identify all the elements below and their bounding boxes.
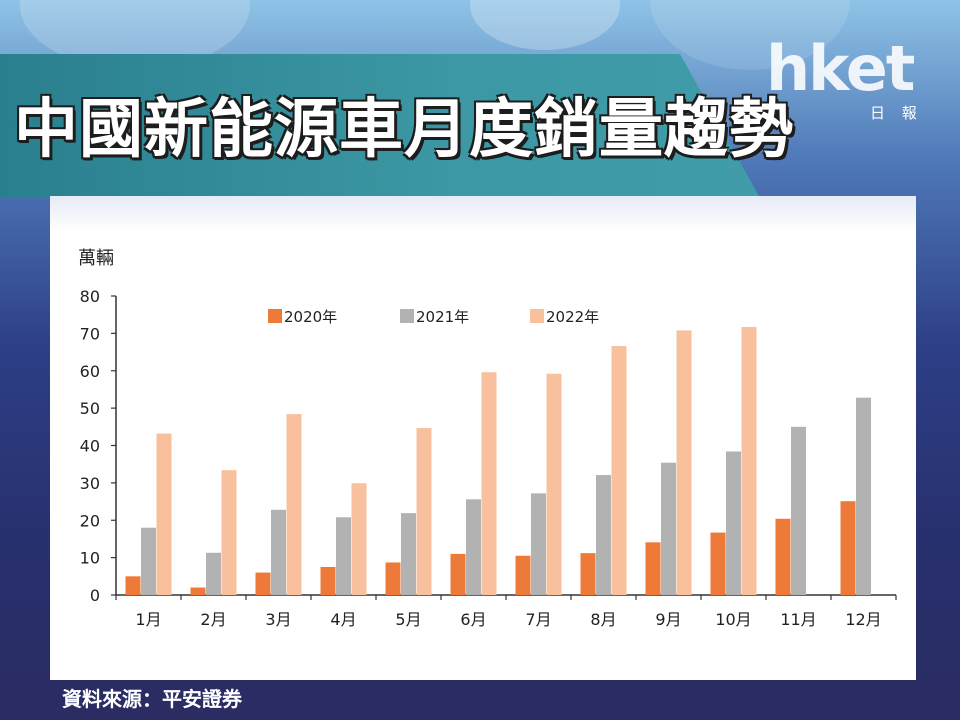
y-tick-label: 60 xyxy=(80,362,100,381)
x-tick-label: 4月 xyxy=(330,610,356,629)
bar xyxy=(775,518,791,595)
bar xyxy=(726,451,741,595)
bars xyxy=(125,327,871,595)
bar xyxy=(481,372,497,595)
bar xyxy=(336,517,351,595)
chart-panel: 萬輛 0 10 20 30 40 50 60 70 80 1月 2月 3月 4月 5月 6月 7月 8月 9月 1… xyxy=(50,196,916,680)
bar xyxy=(255,572,271,595)
legend-swatch xyxy=(400,309,414,323)
bar xyxy=(856,397,871,595)
title-band xyxy=(0,54,760,198)
legend-swatch xyxy=(530,309,544,323)
bar xyxy=(611,346,627,595)
x-tick-label: 2月 xyxy=(200,610,226,629)
x-tick-label: 10月 xyxy=(715,610,751,629)
x-tick-label: 12月 xyxy=(845,610,881,629)
x-tick-label: 5月 xyxy=(395,610,421,629)
bar xyxy=(450,553,466,595)
x-tick-label: 3月 xyxy=(265,610,291,629)
bar xyxy=(190,587,206,595)
panel-fade xyxy=(50,196,916,232)
legend-label: 2021年 xyxy=(416,308,469,326)
y-axis: 0 10 20 30 40 50 60 70 80 xyxy=(80,287,117,605)
x-tick-label: 1月 xyxy=(135,610,161,629)
y-tick-label: 70 xyxy=(80,324,100,343)
bar xyxy=(515,555,531,595)
bar xyxy=(271,509,286,595)
bar xyxy=(645,542,661,595)
bar xyxy=(401,513,416,595)
y-tick-label: 20 xyxy=(80,511,100,530)
page-title: 中國新能源車月度銷量趨勢 xyxy=(14,93,794,167)
logo-subtitle: 日 報 xyxy=(870,104,923,122)
legend: 2020年 2021年 2022年 xyxy=(268,308,599,326)
legend-label: 2020年 xyxy=(284,308,337,326)
bar xyxy=(466,499,481,595)
bar xyxy=(351,483,367,595)
legend-swatch xyxy=(268,309,282,323)
background-bubble xyxy=(470,0,620,50)
legend-label: 2022年 xyxy=(546,308,599,326)
x-axis: 1月 2月 3月 4月 5月 6月 7月 8月 9月 10月 11月 12月 xyxy=(115,594,897,629)
bar xyxy=(156,433,172,595)
x-tick-label: 7月 xyxy=(525,610,551,629)
bar xyxy=(286,414,302,595)
y-tick-label: 80 xyxy=(80,287,100,306)
bar xyxy=(840,501,856,595)
bar xyxy=(125,576,141,595)
bar xyxy=(416,427,432,595)
y-tick-label: 40 xyxy=(80,437,100,456)
x-tick-label: 9月 xyxy=(655,610,681,629)
y-axis-label: 萬輛 xyxy=(78,248,114,269)
x-tick-label: 6月 xyxy=(460,610,486,629)
bar xyxy=(741,327,757,595)
bar xyxy=(596,475,611,595)
y-tick-label: 0 xyxy=(90,586,100,605)
x-tick-label: 11月 xyxy=(780,610,816,629)
bar xyxy=(710,532,726,595)
x-tick-label: 8月 xyxy=(590,610,616,629)
bar xyxy=(546,373,562,595)
bar xyxy=(791,426,806,595)
bar xyxy=(661,462,676,595)
y-tick-label: 10 xyxy=(80,549,100,568)
bar xyxy=(320,566,336,595)
bar xyxy=(531,493,546,595)
bar xyxy=(221,470,237,595)
source-note: 資料來源：平安證券 xyxy=(62,687,242,711)
bar xyxy=(676,330,692,595)
bar xyxy=(385,562,401,595)
bar xyxy=(580,553,596,595)
bar xyxy=(206,552,221,595)
logo-wordmark: hket xyxy=(766,32,915,105)
hket-logo: hket 日 報 xyxy=(766,32,926,132)
y-tick-label: 30 xyxy=(80,474,100,493)
y-tick-label: 50 xyxy=(80,399,100,418)
bar xyxy=(141,527,156,595)
